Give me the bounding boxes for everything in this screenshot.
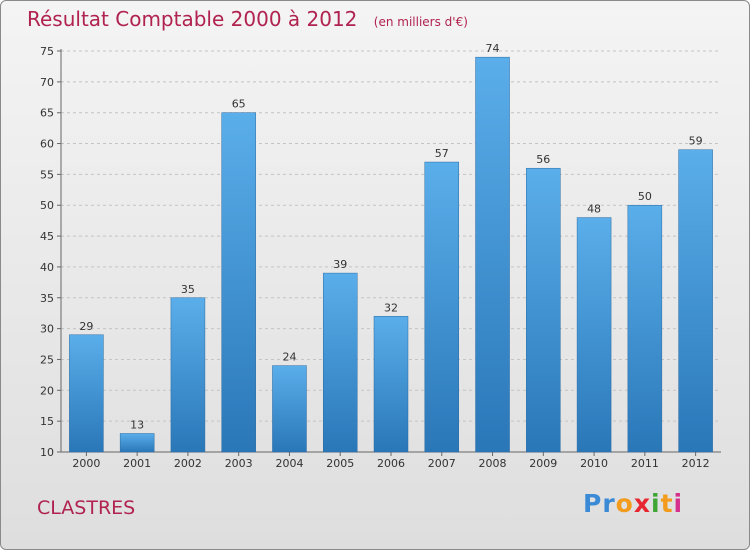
y-tick-label: 45 <box>40 230 54 243</box>
y-tick-label: 50 <box>40 199 54 212</box>
y-tick-label: 30 <box>40 323 54 336</box>
value-label-2009: 56 <box>536 153 550 166</box>
chart-title: Résultat Comptable 2000 à 2012 (en milli… <box>27 7 468 31</box>
proxiti-logo: Proxiti <box>583 489 683 518</box>
bar-2012 <box>678 149 713 453</box>
x-tick-label-2008: 2008 <box>479 457 507 470</box>
y-tick-label: 70 <box>40 76 54 89</box>
logo-letter: P <box>583 489 603 518</box>
logo-letter: o <box>615 489 634 518</box>
y-tick-label: 25 <box>40 353 54 366</box>
value-label-2008: 74 <box>486 42 500 55</box>
y-tick-label: 75 <box>40 45 54 58</box>
x-tick-label-2007: 2007 <box>428 457 456 470</box>
x-tick-label-2009: 2009 <box>529 457 557 470</box>
x-tick-label-2011: 2011 <box>631 457 659 470</box>
value-label-2011: 50 <box>638 190 652 203</box>
bar-2003 <box>221 112 256 453</box>
bar-2011 <box>627 204 663 453</box>
bar-2002 <box>170 297 206 453</box>
value-label-2002: 35 <box>181 283 195 296</box>
bar-2005 <box>322 272 358 453</box>
x-tick-label-2010: 2010 <box>580 457 608 470</box>
y-tick-label: 40 <box>40 261 54 274</box>
value-label-2010: 48 <box>587 203 601 216</box>
value-label-2003: 65 <box>232 98 246 111</box>
logo-letter: t <box>660 489 674 518</box>
y-tick-label: 60 <box>40 138 54 151</box>
x-tick-label-2006: 2006 <box>377 457 405 470</box>
bars <box>69 56 713 453</box>
y-tick-label: 55 <box>40 168 54 181</box>
logo-letter: r <box>602 489 616 518</box>
bar-2009 <box>526 167 561 453</box>
value-label-2006: 32 <box>384 301 398 314</box>
value-labels: 29 13 35 65 24 39 32 57 74 56 48 50 59 <box>79 42 702 431</box>
x-tick-label-2003: 2003 <box>225 457 253 470</box>
bar-2004 <box>272 365 307 453</box>
location-name: CLASTRES <box>37 497 136 519</box>
y-tick-labels: 10 15 20 25 30 35 40 45 50 55 60 65 70 75 <box>40 45 54 459</box>
value-label-2004: 24 <box>282 351 296 364</box>
value-label-2001: 13 <box>130 418 144 431</box>
x-tick-labels: 2000 2001 2002 2003 2004 2005 2006 2007 2008 2009… <box>72 457 709 470</box>
value-label-2000: 29 <box>79 320 93 333</box>
x-tick-label-2001: 2001 <box>123 457 151 470</box>
x-tick-label-2005: 2005 <box>326 457 354 470</box>
value-label-2007: 57 <box>435 147 449 160</box>
bar-2010 <box>576 217 612 453</box>
y-tick-label: 20 <box>40 384 54 397</box>
bar-2006 <box>373 316 409 453</box>
bar-2000 <box>69 334 104 453</box>
logo-letter: x <box>633 489 651 518</box>
value-label-2012: 59 <box>689 135 703 148</box>
bar-2008 <box>475 56 510 453</box>
y-tick-label: 15 <box>40 415 54 428</box>
x-tick-label-2004: 2004 <box>275 457 303 470</box>
logo-letter: i <box>673 489 684 518</box>
bar-2001 <box>119 433 155 453</box>
value-label-2005: 39 <box>333 258 347 271</box>
y-tick-label: 35 <box>40 292 54 305</box>
chart-title-text: Résultat Comptable 2000 à 2012 <box>27 7 358 31</box>
y-tick-label: 65 <box>40 107 54 120</box>
logo-letter: i <box>651 489 661 518</box>
y-tick-label: 10 <box>40 446 54 459</box>
x-tick-label-2000: 2000 <box>72 457 100 470</box>
x-tick-label-2012: 2012 <box>682 457 710 470</box>
x-tick-label-2002: 2002 <box>174 457 202 470</box>
bar-2007 <box>424 161 460 453</box>
chart-unit-label: (en milliers d'€) <box>373 15 468 29</box>
